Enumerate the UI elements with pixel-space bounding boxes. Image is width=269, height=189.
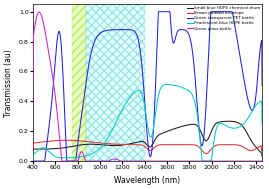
Green transparent PET bottle	[231, 14, 235, 16]
Small blue HDPE chemical drum	[57, 147, 61, 149]
Green transparent PET bottle	[31, 160, 34, 162]
Pearlescent blue HDPE bottle	[165, 83, 168, 86]
Pearlescent blue HDPE bottle	[31, 157, 34, 159]
Green glass bottle	[57, 130, 61, 132]
Bar	[72, 0, 86, 161]
Green transparent PET bottle	[57, 30, 61, 33]
Bar	[86, 0, 145, 161]
Pearlescent blue HDPE bottle	[129, 95, 132, 98]
Green transparent PET bottle	[119, 29, 122, 31]
Brown padded envelope	[204, 153, 208, 155]
Green glass bottle	[71, 160, 74, 162]
Green transparent PET bottle	[256, 76, 259, 79]
Small blue HDPE chemical drum	[231, 120, 235, 123]
Brown padded envelope	[57, 139, 61, 142]
Small blue HDPE chemical drum	[119, 144, 122, 146]
Green transparent PET bottle	[129, 29, 132, 31]
Pearlescent blue HDPE bottle	[201, 160, 204, 162]
Green glass bottle	[37, 11, 41, 13]
Green transparent PET bottle	[157, 11, 160, 13]
Brown padded envelope	[231, 144, 235, 146]
Line: Brown padded envelope: Brown padded envelope	[33, 140, 262, 154]
Green glass bottle	[231, 160, 235, 162]
Legend: Small blue HDPE chemical drum, Brown padded envelope, Green transparent PET bott: Small blue HDPE chemical drum, Brown pad…	[185, 5, 262, 32]
Pearlescent blue HDPE bottle	[71, 156, 74, 159]
Green glass bottle	[61, 160, 64, 162]
Brown padded envelope	[129, 143, 132, 146]
Brown padded envelope	[65, 139, 68, 141]
Pearlescent blue HDPE bottle	[231, 127, 235, 129]
Pearlescent blue HDPE bottle	[256, 102, 259, 105]
Small blue HDPE chemical drum	[71, 145, 74, 147]
Green transparent PET bottle	[260, 84, 264, 87]
Green transparent PET bottle	[71, 160, 74, 162]
Brown padded envelope	[260, 152, 264, 154]
Small blue HDPE chemical drum	[256, 148, 259, 150]
Brown padded envelope	[119, 143, 122, 146]
Y-axis label: Transmission (au): Transmission (au)	[4, 49, 13, 116]
Small blue HDPE chemical drum	[31, 154, 34, 156]
Pearlescent blue HDPE bottle	[57, 156, 61, 159]
Brown padded envelope	[31, 151, 34, 153]
Green glass bottle	[260, 160, 264, 162]
Small blue HDPE chemical drum	[129, 143, 132, 145]
Brown padded envelope	[71, 139, 74, 142]
Brown padded envelope	[256, 146, 259, 149]
Green glass bottle	[129, 160, 132, 162]
Pearlescent blue HDPE bottle	[260, 124, 264, 126]
Small blue HDPE chemical drum	[260, 155, 264, 158]
X-axis label: Wavelength (nm): Wavelength (nm)	[114, 176, 180, 185]
Line: Green glass bottle: Green glass bottle	[33, 12, 262, 161]
Green glass bottle	[119, 160, 122, 162]
Small blue HDPE chemical drum	[227, 120, 231, 122]
Line: Pearlescent blue HDPE bottle: Pearlescent blue HDPE bottle	[33, 84, 262, 161]
Green glass bottle	[31, 99, 34, 102]
Green glass bottle	[256, 160, 259, 162]
Line: Green transparent PET bottle: Green transparent PET bottle	[33, 12, 262, 161]
Line: Small blue HDPE chemical drum: Small blue HDPE chemical drum	[33, 121, 262, 156]
Pearlescent blue HDPE bottle	[119, 111, 122, 114]
